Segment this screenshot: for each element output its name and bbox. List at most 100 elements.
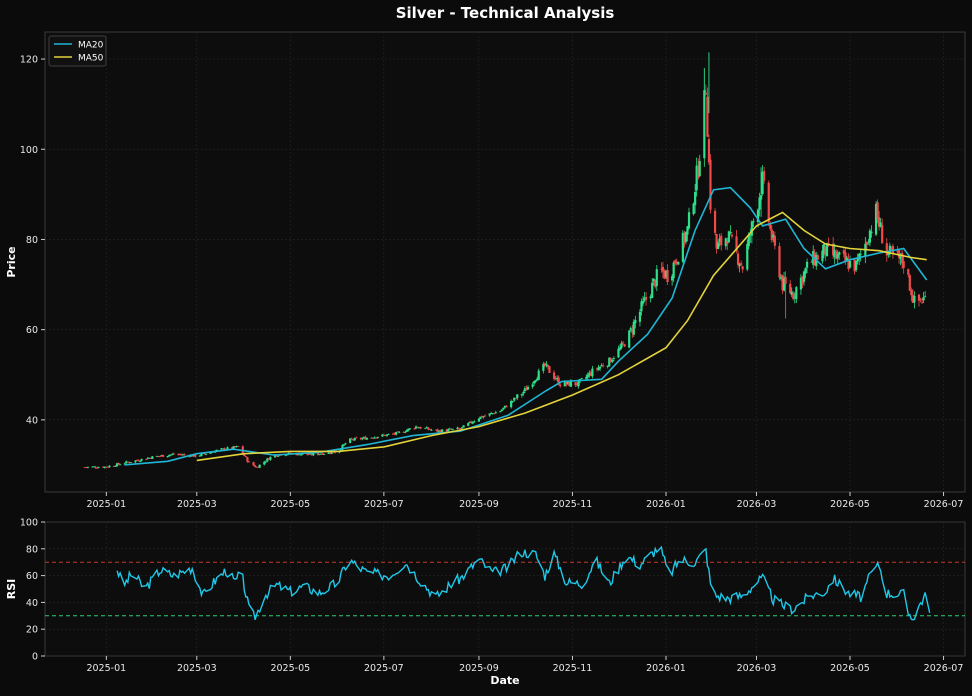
candle-body (749, 234, 752, 236)
candle-body (123, 463, 126, 465)
candle-body (352, 439, 355, 441)
candle-body (727, 231, 730, 243)
legend-ma50-label: MA50 (78, 54, 104, 64)
rsi-x-tick-label: 2026-05 (830, 663, 870, 674)
candle-body (505, 406, 508, 408)
candle-body (204, 453, 208, 455)
rsi-tick-label: 20 (26, 625, 38, 636)
candle-body (370, 437, 373, 439)
ma50-line (196, 211, 927, 462)
candle-body (833, 250, 836, 258)
candle-body (641, 300, 645, 304)
candle-body (769, 224, 772, 229)
price-tick-label: 80 (26, 235, 38, 246)
candle-body (522, 391, 525, 394)
candle-body (135, 460, 139, 461)
candle-body (237, 446, 240, 448)
candle-body (707, 139, 711, 163)
price-x-tick-label: 2025-03 (177, 499, 217, 510)
candle-body (802, 271, 806, 282)
candle-body (531, 384, 534, 387)
candle-body (151, 456, 154, 460)
candle-body (149, 457, 152, 459)
candle-body (441, 429, 444, 433)
candle-body (649, 296, 652, 299)
price-x-tick-label: 2025-05 (270, 499, 310, 510)
candle-body (447, 429, 450, 432)
candle-body (612, 358, 615, 360)
candle-body (784, 276, 787, 284)
candle-body (105, 466, 108, 468)
candle-body (502, 407, 505, 410)
candle-body (913, 295, 916, 303)
candle-body (480, 416, 484, 418)
candle-body (681, 232, 684, 262)
candle-body (459, 428, 462, 430)
candle-body (922, 297, 925, 301)
candle-body (158, 456, 162, 457)
candle-body (600, 365, 603, 367)
candle-body (687, 212, 691, 229)
candle-body (747, 234, 750, 247)
candle-body (353, 437, 356, 441)
candle-body (565, 382, 568, 385)
candle-body (847, 259, 850, 270)
candle-body (789, 283, 792, 293)
candle-body (322, 453, 326, 455)
candle-body (276, 455, 280, 457)
rsi-tick-label: 0 (32, 652, 38, 663)
candle-body (349, 438, 352, 443)
candle-body (209, 452, 212, 454)
candle-body (382, 434, 385, 436)
candle-body (181, 454, 185, 456)
rsi-x-tick-label: 2026-07 (924, 663, 964, 674)
candle-body (878, 217, 881, 227)
rsi-tick-label: 60 (26, 571, 38, 582)
candle-body (137, 460, 140, 462)
candle-body (602, 365, 605, 367)
candle-body (865, 242, 868, 245)
candle-body (574, 382, 577, 386)
candle-body (470, 421, 473, 424)
candle-body (684, 232, 688, 242)
candle-body (548, 366, 551, 373)
candle-body (858, 253, 861, 260)
candle-body (520, 394, 523, 396)
candle-body (589, 372, 592, 376)
candle-body (827, 243, 830, 245)
price-x-tick-label: 2025-11 (553, 499, 593, 510)
candle-body (419, 427, 422, 429)
candle-body (425, 427, 428, 429)
candle-body (160, 455, 163, 457)
candle-body (306, 453, 309, 455)
candle-body (845, 257, 849, 260)
candle-body (545, 363, 548, 366)
candle-body (838, 252, 841, 255)
candle-body (269, 456, 272, 460)
candle-body (203, 453, 206, 455)
x-axis-label: Date (490, 674, 519, 687)
candle-body (234, 446, 237, 448)
candle-body (801, 276, 804, 284)
candle-body (542, 364, 545, 371)
candle-body (559, 384, 562, 387)
candle-body (580, 378, 583, 379)
candle-body (782, 278, 786, 291)
candle-body (514, 398, 517, 400)
rsi-x-tick-label: 2025-03 (177, 663, 217, 674)
candle-body (413, 428, 416, 430)
candle-body (568, 380, 571, 387)
candle-body (554, 378, 557, 380)
candle-body (140, 458, 143, 461)
candle-body (537, 370, 540, 380)
candle-body (821, 250, 824, 262)
candle-body (876, 202, 879, 219)
candle-body (715, 234, 718, 249)
candle-body (881, 224, 884, 244)
candle-body (255, 466, 258, 468)
candle-body (792, 293, 795, 299)
candle-body (534, 380, 537, 382)
candle-body (890, 248, 893, 249)
candle-body (717, 242, 720, 250)
candle-body (523, 388, 527, 392)
